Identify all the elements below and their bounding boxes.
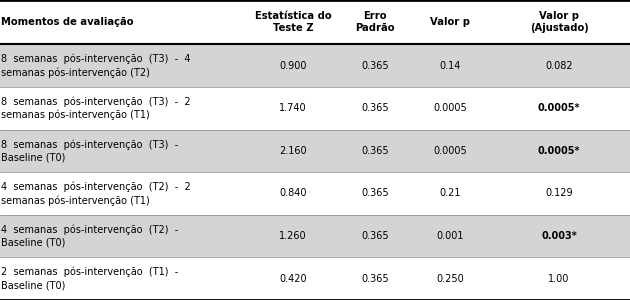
Text: 0.365: 0.365 [361,61,389,71]
Text: 0.21: 0.21 [440,188,461,199]
Text: 0.129: 0.129 [546,188,573,199]
Text: 8  semanas  pós-intervenção  (T3)  -  2
semanas pós-intervenção (T1): 8 semanas pós-intervenção (T3) - 2 seman… [1,96,191,121]
Text: 0.0005*: 0.0005* [538,146,580,156]
Text: Momentos de avaliação: Momentos de avaliação [1,17,134,27]
Bar [0,130,630,172]
Bar [0,44,630,87]
Text: 0.082: 0.082 [546,61,573,71]
Text: 0.365: 0.365 [361,188,389,199]
Text: 2  semanas  pós-intervenção  (T1)  -
Baseline (T0): 2 semanas pós-intervenção (T1) - Baselin… [1,267,178,290]
Text: 4  semanas  pós-intervenção  (T2)  -  2
semanas pós-intervenção (T1): 4 semanas pós-intervenção (T2) - 2 seman… [1,181,191,206]
Text: Valor p
(Ajustado): Valor p (Ajustado) [530,11,588,33]
Text: 1.740: 1.740 [279,103,307,113]
Text: 0.365: 0.365 [361,146,389,156]
Text: 1.260: 1.260 [279,231,307,241]
Text: 0.0005*: 0.0005* [538,103,580,113]
Text: 0.001: 0.001 [437,231,464,241]
Bar [0,215,630,257]
Text: 1.00: 1.00 [549,274,570,284]
Text: 8  semanas  pós-intervenção  (T3)  -
Baseline (T0): 8 semanas pós-intervenção (T3) - Baselin… [1,139,178,163]
Text: 0.14: 0.14 [440,61,461,71]
Text: 0.840: 0.840 [279,188,307,199]
Text: 8  semanas  pós-intervenção  (T3)  -  4
semanas pós-intervenção (T2): 8 semanas pós-intervenção (T3) - 4 seman… [1,53,191,78]
Text: 2.160: 2.160 [279,146,307,156]
Text: Valor p: Valor p [430,17,471,27]
Text: Estatística do
Teste Z: Estatística do Teste Z [255,11,331,33]
Text: 0.250: 0.250 [437,274,464,284]
Text: 0.365: 0.365 [361,231,389,241]
Text: 0.365: 0.365 [361,274,389,284]
Text: 0.0005: 0.0005 [433,103,467,113]
Text: 0.0005: 0.0005 [433,146,467,156]
Text: 0.003*: 0.003* [541,231,577,241]
Text: 0.900: 0.900 [279,61,307,71]
Text: 0.420: 0.420 [279,274,307,284]
Text: Erro
Padrão: Erro Padrão [355,11,394,33]
Text: 4  semanas  pós-intervenção  (T2)  -
Baseline (T0): 4 semanas pós-intervenção (T2) - Baselin… [1,224,178,248]
Text: 0.365: 0.365 [361,103,389,113]
